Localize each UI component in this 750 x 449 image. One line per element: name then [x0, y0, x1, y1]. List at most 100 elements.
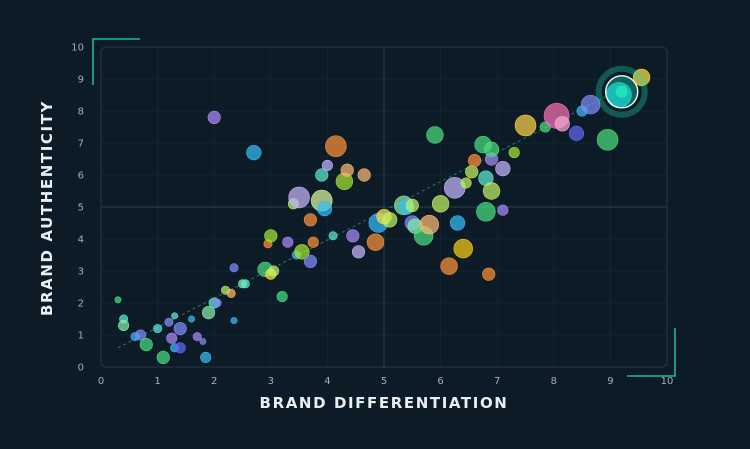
data-point — [135, 329, 147, 341]
data-point — [264, 229, 278, 243]
data-point — [514, 114, 537, 137]
x-tick-label: 3 — [268, 376, 274, 387]
y-tick-label: 6 — [78, 171, 84, 182]
data-point — [357, 168, 371, 182]
data-point — [294, 244, 310, 260]
data-point — [482, 267, 496, 281]
data-point — [276, 291, 288, 303]
x-tick-label: 1 — [154, 376, 160, 387]
y-tick-labels: 0 1 2 3 4 5 6 7 8 9 10 — [71, 43, 84, 374]
x-tick-label: 6 — [437, 376, 443, 387]
data-point — [303, 213, 318, 227]
data-point — [596, 129, 619, 151]
data-point — [166, 332, 178, 344]
data-point — [346, 229, 360, 243]
data-point — [212, 298, 222, 308]
data-point — [328, 231, 338, 241]
x-tick-label: 7 — [494, 376, 500, 387]
data-point — [351, 245, 366, 259]
data-point — [171, 312, 179, 320]
data-point — [325, 135, 347, 157]
y-tick-label: 4 — [78, 235, 84, 246]
y-tick-label: 2 — [78, 299, 84, 310]
data-point — [568, 125, 585, 142]
y-tick-label: 10 — [71, 43, 84, 54]
data-point — [246, 144, 262, 161]
x-tick-label: 5 — [381, 376, 387, 387]
data-point — [199, 337, 207, 345]
data-point — [382, 212, 398, 228]
x-tick-label: 10 — [661, 376, 674, 387]
data-point — [164, 317, 174, 327]
data-point — [632, 68, 651, 87]
data-point — [188, 315, 196, 323]
data-point — [453, 238, 473, 259]
data-point — [282, 236, 294, 248]
data-point — [483, 141, 500, 158]
data-point — [200, 351, 212, 363]
data-point — [201, 306, 216, 320]
data-point — [449, 215, 466, 231]
data-point — [226, 288, 236, 298]
data-point — [366, 233, 385, 251]
data-point — [307, 236, 319, 248]
y-axis-title: BRAND AUTHENTICITY — [38, 100, 56, 316]
x-tick-label: 0 — [98, 376, 104, 387]
highlight-marker — [595, 65, 648, 118]
data-point — [229, 263, 239, 273]
data-point — [482, 182, 501, 200]
data-point — [315, 168, 329, 182]
corner-brackets — [92, 38, 676, 377]
y-tick-label: 7 — [78, 139, 84, 150]
data-point — [207, 110, 221, 124]
corner-bracket-bottom-right — [627, 328, 676, 377]
data-point — [268, 265, 280, 277]
data-point — [467, 154, 482, 168]
y-tick-label: 0 — [78, 363, 84, 374]
y-tick-label: 8 — [78, 107, 84, 118]
axis-lines — [101, 47, 667, 367]
data-point — [476, 202, 496, 222]
y-tick-label: 5 — [78, 203, 84, 214]
data-point — [173, 322, 187, 336]
x-tick-label: 2 — [211, 376, 217, 387]
data-point — [431, 195, 450, 213]
data-point — [230, 317, 238, 325]
highlight-ring-outer — [595, 65, 648, 118]
data-point — [580, 94, 601, 115]
y-tick-label: 9 — [78, 75, 84, 86]
data-point — [497, 204, 509, 216]
data-points — [114, 68, 651, 365]
x-tick-label: 9 — [607, 376, 613, 387]
data-point — [465, 165, 479, 179]
data-point — [303, 254, 318, 268]
y-tick-label: 3 — [78, 267, 84, 278]
corner-bracket-top-left — [92, 38, 140, 85]
data-point — [460, 177, 472, 189]
data-point — [174, 342, 186, 354]
data-point — [440, 257, 458, 275]
data-point — [405, 198, 419, 212]
x-tick-label: 4 — [324, 376, 330, 387]
highlight-core — [615, 85, 628, 98]
x-tick-label: 8 — [551, 376, 557, 387]
data-point — [316, 200, 333, 217]
x-tick-labels: 0 1 2 3 4 5 6 7 8 9 10 — [98, 376, 674, 387]
data-point — [156, 350, 170, 365]
data-point — [495, 160, 511, 177]
data-point — [321, 159, 333, 171]
y-tick-label: 1 — [78, 331, 84, 342]
data-point — [554, 116, 570, 132]
data-point — [419, 214, 440, 235]
data-point — [114, 296, 122, 304]
data-point — [426, 126, 444, 144]
data-point — [153, 324, 163, 334]
data-point — [288, 186, 310, 209]
data-point — [240, 279, 250, 289]
data-point — [340, 163, 354, 177]
data-point — [192, 332, 202, 342]
x-axis-title: BRAND DIFFERENTIATION — [260, 394, 509, 412]
data-point — [118, 319, 130, 331]
data-point — [508, 147, 520, 159]
